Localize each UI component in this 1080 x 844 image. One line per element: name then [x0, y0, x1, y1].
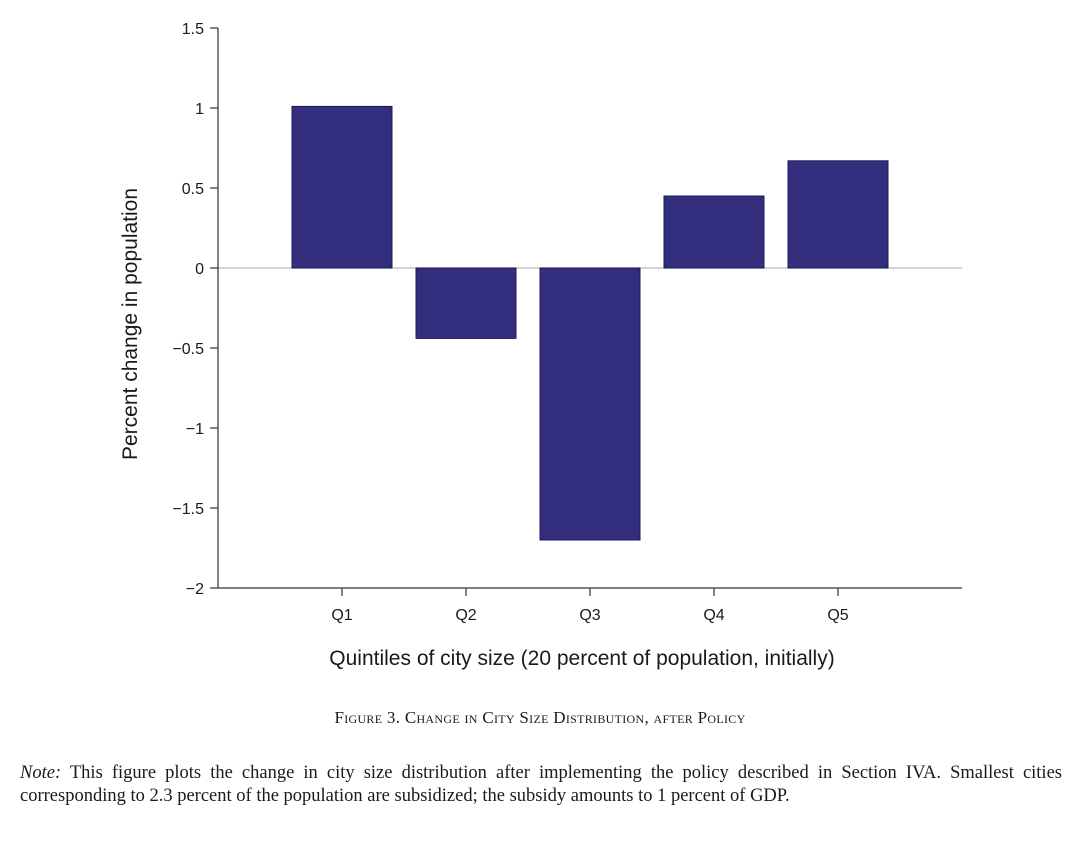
- figure-caption: Figure 3. Change in City Size Distributi…: [334, 708, 746, 727]
- x-tick-label-q1: Q1: [331, 607, 352, 624]
- bar-q3: [539, 267, 641, 541]
- y-tick-label: 0.5: [182, 181, 204, 198]
- y-tick-label: 1: [195, 101, 204, 118]
- x-tick-label-q2: Q2: [455, 607, 476, 624]
- y-axis-ticks: 1.5 1 0.5 0 −0.5 −1 −1.5 −2: [172, 21, 218, 598]
- x-tick-label-q3: Q3: [579, 607, 600, 624]
- bar-q1: [291, 105, 393, 269]
- x-tick-label-q5: Q5: [827, 607, 848, 624]
- y-tick-label: 1.5: [182, 21, 204, 38]
- bar-q4: [663, 195, 765, 269]
- x-axis-ticks: Q1 Q2 Q3 Q4 Q5: [331, 588, 849, 624]
- bar-chart: 1.5 1 0.5 0 −0.5 −1 −1.5 −2 Q1 Q2 Q3 Q4 Q5 Percent …: [119, 21, 962, 670]
- note-label: Note:: [20, 763, 62, 783]
- bar-q5: [787, 160, 889, 269]
- y-tick-label: −2: [186, 581, 204, 598]
- x-axis-title: Quintiles of city size (20 percent of po…: [329, 647, 834, 670]
- y-tick-label: −1: [186, 421, 204, 438]
- bar-q2: [415, 267, 517, 339]
- y-tick-label: −0.5: [172, 341, 204, 358]
- y-axis-title: Percent change in population: [119, 188, 142, 460]
- x-tick-label-q4: Q4: [703, 607, 724, 624]
- figure-note: Note: This figure plots the change in ci…: [20, 762, 1062, 808]
- y-tick-label: −1.5: [172, 501, 204, 518]
- bars: [291, 105, 889, 541]
- y-tick-label: 0: [195, 261, 204, 278]
- note-text: This figure plots the change in city siz…: [20, 763, 1062, 806]
